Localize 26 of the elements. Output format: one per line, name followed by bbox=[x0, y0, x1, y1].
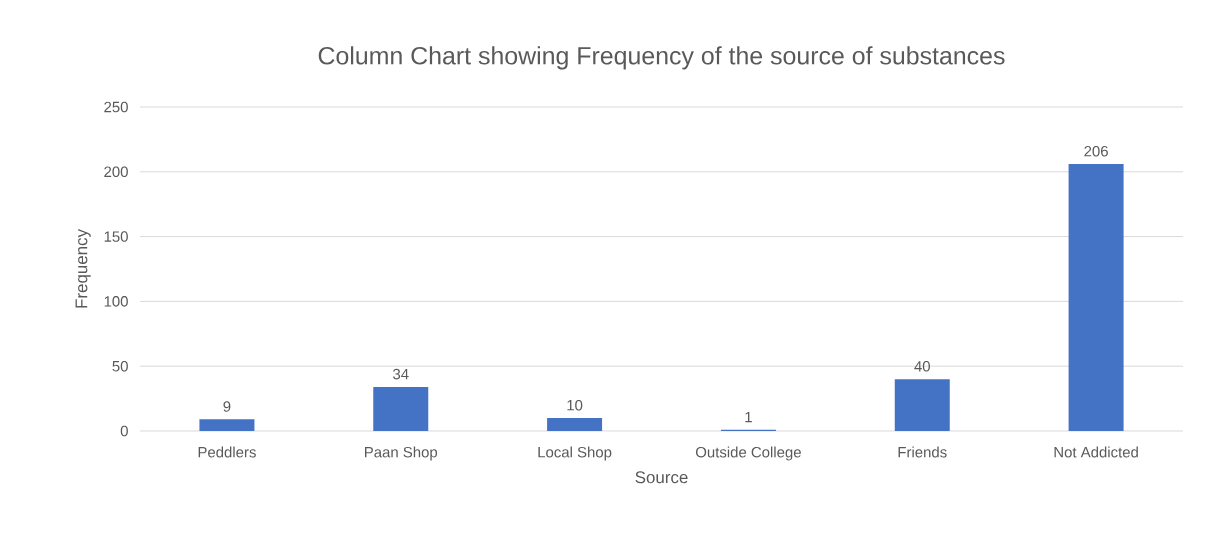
y-axis-title: Frequency bbox=[75, 229, 91, 308]
bar bbox=[547, 418, 603, 431]
data-label: 1 bbox=[745, 411, 752, 423]
bar bbox=[199, 419, 255, 431]
data-label: 10 bbox=[567, 399, 583, 411]
data-label: 206 bbox=[1084, 145, 1108, 157]
y-tick-label: 50 bbox=[112, 360, 128, 372]
x-tick-label: Paan Shop bbox=[365, 446, 438, 461]
y-tick-label: 250 bbox=[104, 101, 128, 113]
x-tick-label: Not Addicted bbox=[1054, 446, 1138, 458]
y-tick-label: 150 bbox=[104, 231, 128, 242]
y-tick-label: 200 bbox=[104, 166, 128, 178]
data-label: 9 bbox=[223, 401, 231, 412]
bar bbox=[1068, 164, 1124, 431]
y-tick-label: 100 bbox=[104, 296, 128, 307]
bar bbox=[894, 379, 950, 431]
x-tick-label: Outside College bbox=[695, 446, 801, 461]
bar bbox=[373, 386, 429, 431]
x-tick-label: Peddlers bbox=[198, 446, 256, 458]
data-label: 34 bbox=[393, 368, 409, 380]
x-tick-label: Local Shop bbox=[538, 446, 612, 461]
chart-title: Column Chart showing Frequency of the source of substances bbox=[318, 46, 1005, 70]
x-axis-title: Source bbox=[635, 471, 688, 484]
y-tick-label: 0 bbox=[120, 425, 128, 437]
data-label: 40 bbox=[914, 361, 930, 372]
x-tick-label: Friends bbox=[898, 446, 947, 458]
